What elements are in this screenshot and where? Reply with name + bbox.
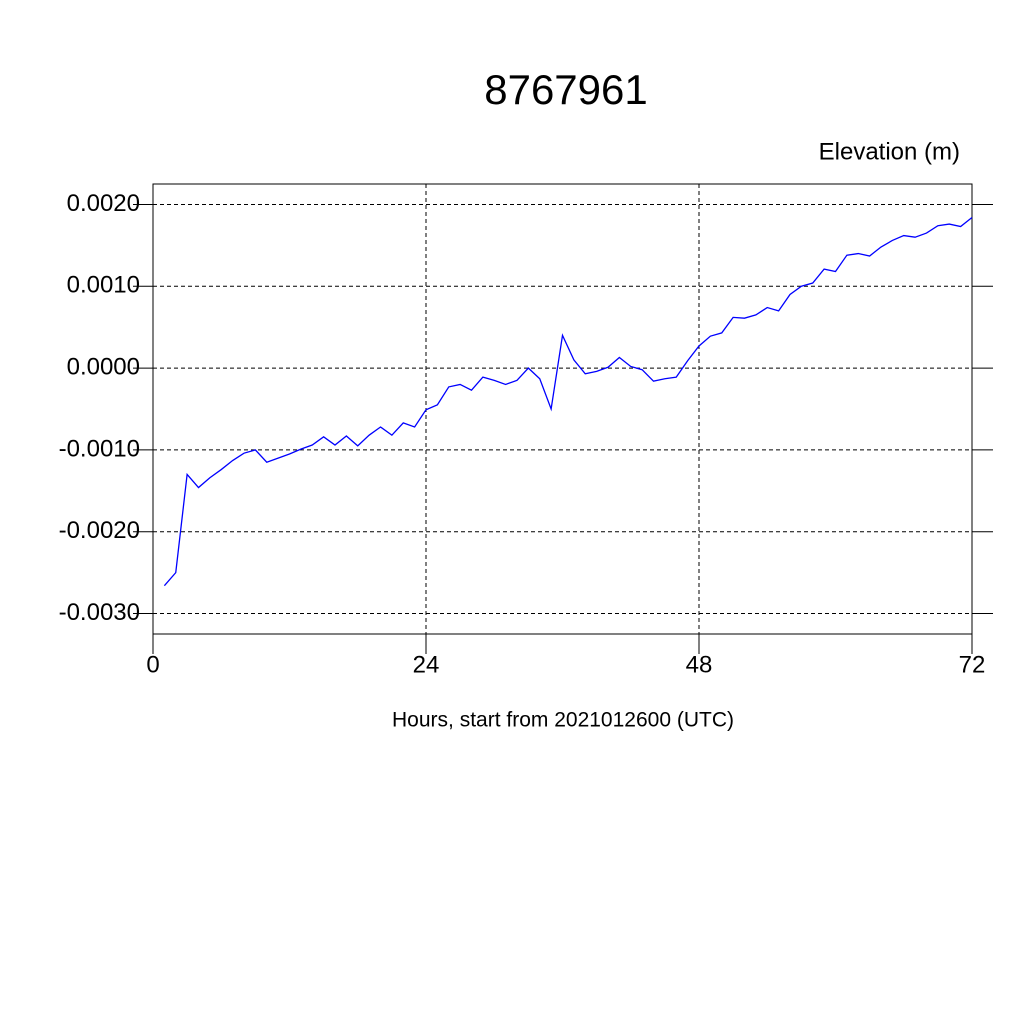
x-tick-label: 0 [146,651,159,678]
y-tick-label: 0.0000 [67,353,140,380]
x-tick-label: 72 [959,651,986,678]
x-tick-label: 48 [686,651,713,678]
chart-title: 8767961 [484,66,648,113]
plot-frame [152,183,973,635]
y-tick-label: -0.0010 [59,435,140,462]
data-line [163,217,973,587]
y-tick-label: -0.0030 [59,599,140,626]
y-tick-label: 0.0020 [67,190,140,217]
y-axis-title: Elevation (m) [819,138,960,165]
y-tick-label: 0.0010 [67,272,140,299]
x-tick-label: 24 [413,651,440,678]
x-axis-title: Hours, start from 2021012600 (UTC) [392,709,734,732]
y-tick-label: -0.0020 [59,517,140,544]
